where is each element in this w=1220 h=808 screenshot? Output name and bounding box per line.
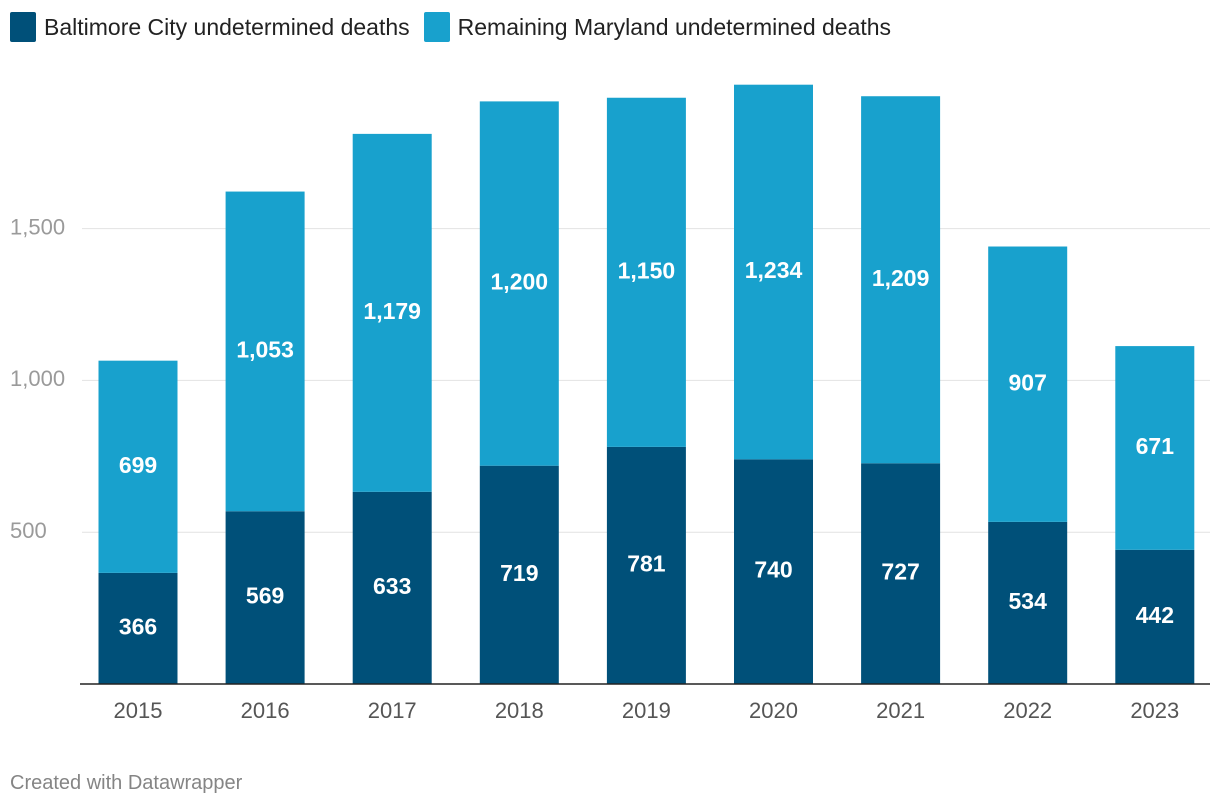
value-label-remaining-2017: 1,179 (363, 298, 421, 324)
value-label-remaining-2021: 1,209 (872, 265, 930, 291)
value-label-baltimore-2019: 781 (627, 551, 666, 577)
bar-baltimore-2022 (988, 521, 1068, 684)
bar-remaining-2021 (861, 96, 941, 464)
bar-baltimore-2023 (1115, 549, 1195, 684)
bar-baltimore-2021 (861, 463, 941, 684)
bar-baltimore-2019 (606, 446, 686, 684)
value-label-remaining-2015: 699 (119, 452, 157, 478)
x-tick-label-2023: 2023 (1130, 698, 1179, 723)
value-label-remaining-2019: 1,150 (618, 257, 676, 283)
value-label-baltimore-2020: 740 (754, 557, 792, 583)
x-tick-label-2021: 2021 (876, 698, 925, 723)
bar-remaining-2016 (225, 191, 305, 512)
value-label-remaining-2018: 1,200 (491, 269, 549, 295)
legend-item-baltimore: Baltimore City undetermined deaths (10, 12, 410, 42)
chart-legend: Baltimore City undetermined deaths Remai… (10, 12, 891, 42)
x-tick-label-2015: 2015 (114, 698, 163, 723)
x-tick-label-2016: 2016 (241, 698, 290, 723)
bar-baltimore-2020 (734, 459, 813, 684)
bar-baltimore-2015 (98, 572, 178, 684)
bar-remaining-2019 (606, 97, 686, 447)
value-label-baltimore-2016: 569 (246, 583, 284, 609)
bar-remaining-2022 (988, 246, 1068, 522)
value-label-remaining-2023: 671 (1136, 433, 1175, 459)
legend-swatch-remaining (423, 12, 450, 42)
y-tick-label-500: 500 (10, 518, 47, 543)
bar-remaining-2020 (734, 84, 813, 460)
datawrapper-credit: Created with Datawrapper (10, 772, 243, 794)
value-label-baltimore-2015: 366 (119, 614, 157, 640)
value-label-baltimore-2018: 719 (500, 560, 538, 586)
bar-remaining-2023 (1115, 346, 1195, 550)
legend-label-baltimore: Baltimore City undetermined deaths (44, 13, 410, 40)
value-label-baltimore-2023: 442 (1136, 602, 1174, 628)
bar-remaining-2017 (352, 133, 432, 492)
value-label-remaining-2016: 1,053 (236, 336, 294, 362)
y-tick-label-1000: 1,000 (10, 366, 65, 391)
x-tick-label-2020: 2020 (749, 698, 798, 723)
value-label-baltimore-2022: 534 (1009, 588, 1048, 614)
x-tick-label-2018: 2018 (495, 698, 544, 723)
x-tick-label-2017: 2017 (368, 698, 417, 723)
bar-remaining-2018 (479, 101, 559, 466)
bar-remaining-2015 (98, 360, 178, 573)
legend-item-remaining: Remaining Maryland undetermined deaths (423, 12, 892, 42)
legend-label-remaining: Remaining Maryland undetermined deaths (457, 13, 892, 40)
bar-baltimore-2018 (479, 465, 559, 684)
x-tick-label-2019: 2019 (622, 698, 671, 723)
value-label-baltimore-2021: 727 (881, 559, 919, 585)
value-label-remaining-2020: 1,234 (745, 257, 803, 283)
x-tick-label-2022: 2022 (1003, 698, 1052, 723)
bar-baltimore-2016 (225, 511, 305, 684)
value-label-baltimore-2017: 633 (373, 573, 411, 599)
bar-baltimore-2017 (352, 491, 432, 684)
value-label-remaining-2022: 907 (1009, 369, 1047, 395)
legend-swatch-baltimore (10, 12, 36, 42)
y-tick-label-1500: 1,500 (10, 214, 65, 239)
